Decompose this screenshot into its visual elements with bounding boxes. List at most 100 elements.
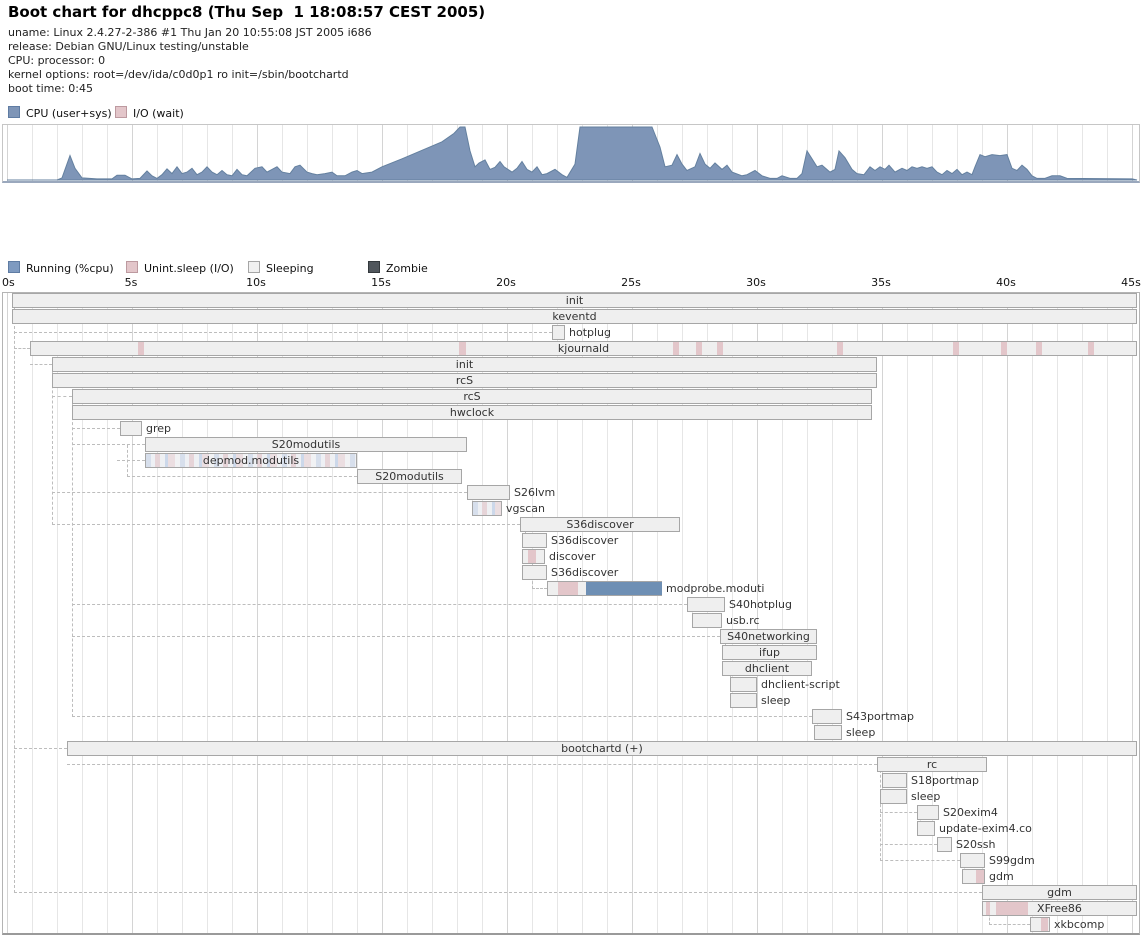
grid-line [232, 293, 233, 933]
grid-line [682, 293, 683, 933]
process-bar [812, 709, 842, 724]
tree-connector-horizontal [989, 924, 1030, 925]
cpu-legend: CPU (user+sys) I/O (wait) [8, 106, 408, 120]
process-label: XFree86 [1037, 902, 1082, 915]
tree-connector-horizontal [72, 716, 812, 717]
grid-line [982, 293, 983, 933]
grid-line [1082, 125, 1083, 181]
axis-tick-label: 35s [871, 276, 891, 289]
process-bar [472, 501, 502, 516]
cpu-area-plot [7, 126, 1138, 181]
process-label: S36discover [551, 566, 619, 579]
axis-tick-label: 5s [124, 276, 138, 289]
process-label: gdm [1047, 886, 1072, 899]
process-gantt-chart: init keventd hotplug kjournald init rcS rcS hwc… [2, 292, 1140, 935]
io-wait-segment [1041, 918, 1048, 931]
process-bar [12, 309, 1137, 324]
grid-line [707, 125, 708, 181]
grid-line [532, 125, 533, 181]
process-label: S26lvm [514, 486, 556, 499]
grid-line [407, 125, 408, 181]
sleeping-legend-item: Sleeping [248, 261, 314, 275]
process-bar [917, 821, 935, 836]
io-wait-segment [986, 902, 990, 915]
process-label: vgscan [506, 502, 545, 515]
grid-line [882, 293, 883, 933]
io-wait-segment [459, 342, 466, 355]
process-label: kjournald [557, 342, 610, 355]
process-bar [1030, 917, 1050, 932]
grid-line [307, 125, 308, 181]
process-bar [522, 565, 547, 580]
grid-line [257, 293, 258, 933]
tree-connector-vertical [989, 909, 990, 925]
grid-line [232, 125, 233, 181]
process-label: hwclock [449, 406, 495, 419]
tree-connector-horizontal [880, 860, 960, 861]
process-bar [962, 869, 985, 884]
process-label: S40hotplug [729, 598, 792, 611]
process-label: bootchartd (+) [561, 742, 643, 755]
tree-connector-horizontal [880, 844, 937, 845]
grid-line [932, 293, 933, 933]
grid-line [1132, 293, 1133, 933]
process-label: dhclient [744, 662, 790, 675]
unint-legend-item: Unint.sleep (I/O) [126, 261, 234, 275]
grid-line [1057, 125, 1058, 181]
grid-line [57, 293, 58, 933]
grid-line [382, 293, 383, 933]
sleeping-swatch-icon [248, 261, 260, 273]
tree-connector-vertical [14, 301, 15, 893]
grid-line [907, 125, 908, 181]
process-label: keventd [552, 310, 597, 323]
grid-line [732, 293, 733, 933]
io-wait-segment [1088, 342, 1094, 355]
running-legend-label: Running (%cpu) [26, 262, 114, 275]
grid-line [557, 293, 558, 933]
tree-connector-horizontal [67, 764, 877, 765]
process-label: rcS [455, 374, 474, 387]
tree-connector-horizontal [30, 364, 52, 365]
process-bar [880, 789, 907, 804]
zombie-legend-label: Zombie [386, 262, 428, 275]
tree-connector-horizontal [72, 636, 720, 637]
grid-line [182, 293, 183, 933]
io-wait-segment [1001, 342, 1007, 355]
grid-line [1132, 125, 1133, 181]
grid-line [757, 293, 758, 933]
axis-tick-label: 10s [246, 276, 266, 289]
process-bar [357, 469, 462, 484]
process-bar [522, 533, 547, 548]
grid-line [732, 125, 733, 181]
tree-connector-horizontal [14, 748, 67, 749]
io-wait-segment [976, 870, 984, 883]
time-axis: 0s 5s 10s 15s 20s 25s 30s 35s 40s 45s [2, 276, 1141, 291]
grid-line [357, 125, 358, 181]
process-label: S36discover [551, 534, 619, 547]
grid-line [1007, 293, 1008, 933]
io-wait-segment [837, 342, 843, 355]
process-bar [552, 325, 565, 340]
grid-line [332, 125, 333, 181]
page-title: Boot chart for dhcppc8 (Thu Sep 1 18:08:… [8, 3, 486, 21]
process-bar [982, 901, 1137, 916]
io-swatch-icon [115, 106, 127, 118]
tree-connector-horizontal [52, 492, 467, 493]
grid-line [482, 293, 483, 933]
tree-connector-horizontal [532, 588, 547, 589]
grid-line [507, 293, 508, 933]
grid-line [582, 293, 583, 933]
grid-line [482, 125, 483, 181]
process-label: init [565, 294, 584, 307]
process-bar [917, 805, 939, 820]
grid-line [307, 293, 308, 933]
process-label: S20ssh [956, 838, 996, 851]
tree-connector-horizontal [14, 348, 30, 349]
kernel-options-line: kernel options: root=/dev/ida/c0d0p1 ro … [8, 68, 349, 81]
grid-line [632, 293, 633, 933]
process-label: gdm [989, 870, 1014, 883]
tree-connector-vertical [72, 397, 73, 717]
tree-connector-horizontal [127, 476, 357, 477]
process-label: depmod.modutils [202, 454, 300, 467]
